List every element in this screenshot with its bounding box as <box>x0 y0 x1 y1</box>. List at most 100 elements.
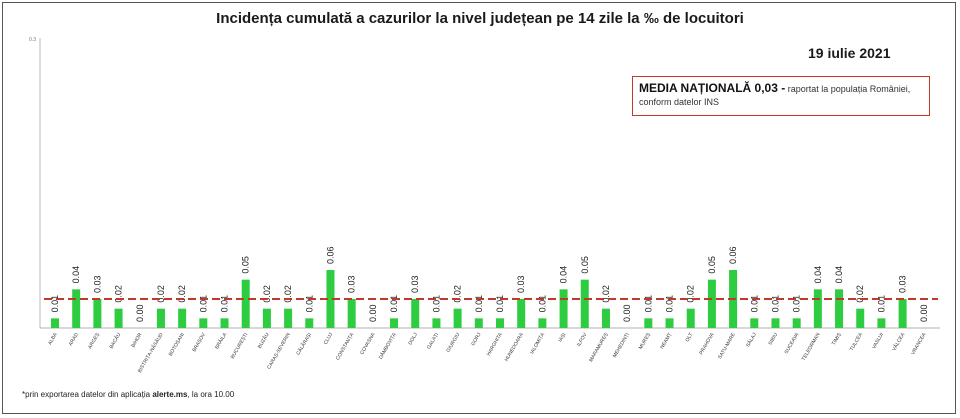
x-tick-label: IALOMIȚA <box>529 331 546 355</box>
data-label: 0.02 <box>177 285 187 303</box>
bar-sibiu <box>771 318 780 328</box>
x-tick-label: BACĂU <box>108 331 123 350</box>
data-label: 0.01 <box>220 295 230 313</box>
x-tick-label: NEAMȚ <box>659 332 673 350</box>
data-label: 0.01 <box>665 295 675 313</box>
x-tick-label: OLT <box>685 332 695 343</box>
x-tick-label: COVASNA <box>359 331 377 355</box>
data-label: 0.06 <box>728 246 738 264</box>
data-label: 0.01 <box>749 295 759 313</box>
bar-bacău <box>114 308 123 328</box>
x-tick-label: BUZĂU <box>256 331 271 350</box>
x-tick-label: TULCEA <box>849 331 864 352</box>
bar-caraș-severin <box>284 308 293 328</box>
bar-buzău <box>262 308 271 328</box>
x-tick-label: DOLJ <box>407 332 419 347</box>
x-tick-label: VRANCEA <box>910 331 928 356</box>
x-tick-label: HARGHITA <box>486 331 504 357</box>
bar-neamț <box>665 318 674 328</box>
bar-hunedoara <box>517 299 526 328</box>
x-tick-label: GIURGIU <box>445 332 461 354</box>
data-label: 0.01 <box>474 295 484 313</box>
bar-suceava <box>792 318 801 328</box>
data-label: 0.00 <box>919 304 929 322</box>
data-label: 0.05 <box>707 256 717 274</box>
data-label: 0.02 <box>855 285 865 303</box>
x-tick-label: DÂMBOVIȚA <box>377 331 398 361</box>
data-label: 0.04 <box>71 266 81 284</box>
data-label: 0.02 <box>114 285 124 303</box>
bar-dolj <box>411 299 420 328</box>
footnote-app: alerte.ms <box>152 390 188 399</box>
bar-constanța <box>347 299 356 328</box>
data-label: 0.03 <box>92 275 102 293</box>
bar-iași <box>559 289 568 328</box>
bar-dâmbovița <box>390 318 399 328</box>
x-tick-label: BOTOȘANI <box>168 332 186 357</box>
data-label: 0.01 <box>643 295 653 313</box>
data-label: 0.00 <box>135 304 145 322</box>
national-average-legend: MEDIA NAȚIONALĂ 0,03 - raportat la popul… <box>632 76 930 116</box>
data-label: 0.03 <box>516 275 526 293</box>
x-tick-label: ARAD <box>68 332 80 347</box>
data-label: 0.01 <box>770 295 780 313</box>
data-label: 0.04 <box>813 266 823 284</box>
bar-arad <box>72 289 81 328</box>
x-tick-label: GORJ <box>470 332 482 347</box>
data-label: 0.01 <box>50 295 60 313</box>
x-tick-label: IAȘI <box>557 332 567 343</box>
data-label: 0.01 <box>198 295 208 313</box>
x-tick-label: MEHEDINȚI <box>612 332 631 359</box>
footnote: *prin exportarea datelor din aplicația a… <box>22 390 234 399</box>
chart-frame <box>2 2 956 414</box>
data-label: 0.04 <box>834 266 844 284</box>
chart-title: Incidența cumulată a cazurilor la nivel … <box>216 10 744 27</box>
bar-cluj <box>326 270 335 328</box>
x-tick-label: BRAȘOV <box>191 331 207 353</box>
x-tick-label: MUREȘ <box>638 331 653 350</box>
x-tick-label: ARGEȘ <box>87 331 101 350</box>
data-label: 0.04 <box>559 266 569 284</box>
data-label: 0.05 <box>580 256 590 274</box>
data-label: 0.01 <box>431 295 441 313</box>
chart-date: 19 iulie 2021 <box>808 45 891 61</box>
x-tick-label: BRĂILA <box>213 331 228 350</box>
bar-ilfov <box>580 279 589 328</box>
data-label: 0.00 <box>622 304 632 322</box>
x-tick-label: SUCEAVA <box>784 331 801 355</box>
bar-vaslui <box>877 318 886 328</box>
data-label: 0.06 <box>325 246 335 264</box>
data-label: 0.03 <box>410 275 420 293</box>
bar-argeș <box>93 299 102 328</box>
bar-harghita <box>496 318 504 328</box>
legend-average-label: MEDIA NAȚIONALĂ 0,03 - <box>639 81 786 95</box>
bar-alba <box>51 318 59 328</box>
data-label: 0.00 <box>368 304 378 322</box>
x-tick-label: HUNEDOARA <box>504 331 526 362</box>
bar-ialomița <box>538 318 547 328</box>
x-tick-label: SĂLAJ <box>744 331 758 348</box>
bar-maramureș <box>601 308 610 328</box>
bar-vâlcea <box>898 299 907 328</box>
bar-bistrița-năsăud <box>156 308 165 328</box>
footnote-suffix: , la ora 10.00 <box>187 390 235 399</box>
bar-brăila <box>220 318 229 328</box>
data-label: 0.02 <box>283 285 293 303</box>
bar-gorj <box>474 318 483 328</box>
bar-botoșani <box>178 308 187 328</box>
x-tick-label: ILFOV <box>576 331 589 347</box>
bar-tulcea <box>856 308 865 328</box>
data-label: 0.01 <box>304 295 314 313</box>
x-tick-label: BIHOR <box>130 332 143 349</box>
bar-bucurești <box>241 279 250 328</box>
data-label: 0.02 <box>453 285 463 303</box>
x-tick-label: VÂLCEA <box>890 331 906 352</box>
data-label: 0.01 <box>389 295 399 313</box>
data-label: 0.02 <box>601 285 611 303</box>
bar-olt <box>686 308 695 328</box>
x-tick-label: CĂLĂRAȘI <box>295 332 313 357</box>
bar-sălaj <box>750 318 759 328</box>
x-tick-label: CARAȘ-SEVERIN <box>266 332 292 371</box>
bar-mureș <box>644 318 653 328</box>
